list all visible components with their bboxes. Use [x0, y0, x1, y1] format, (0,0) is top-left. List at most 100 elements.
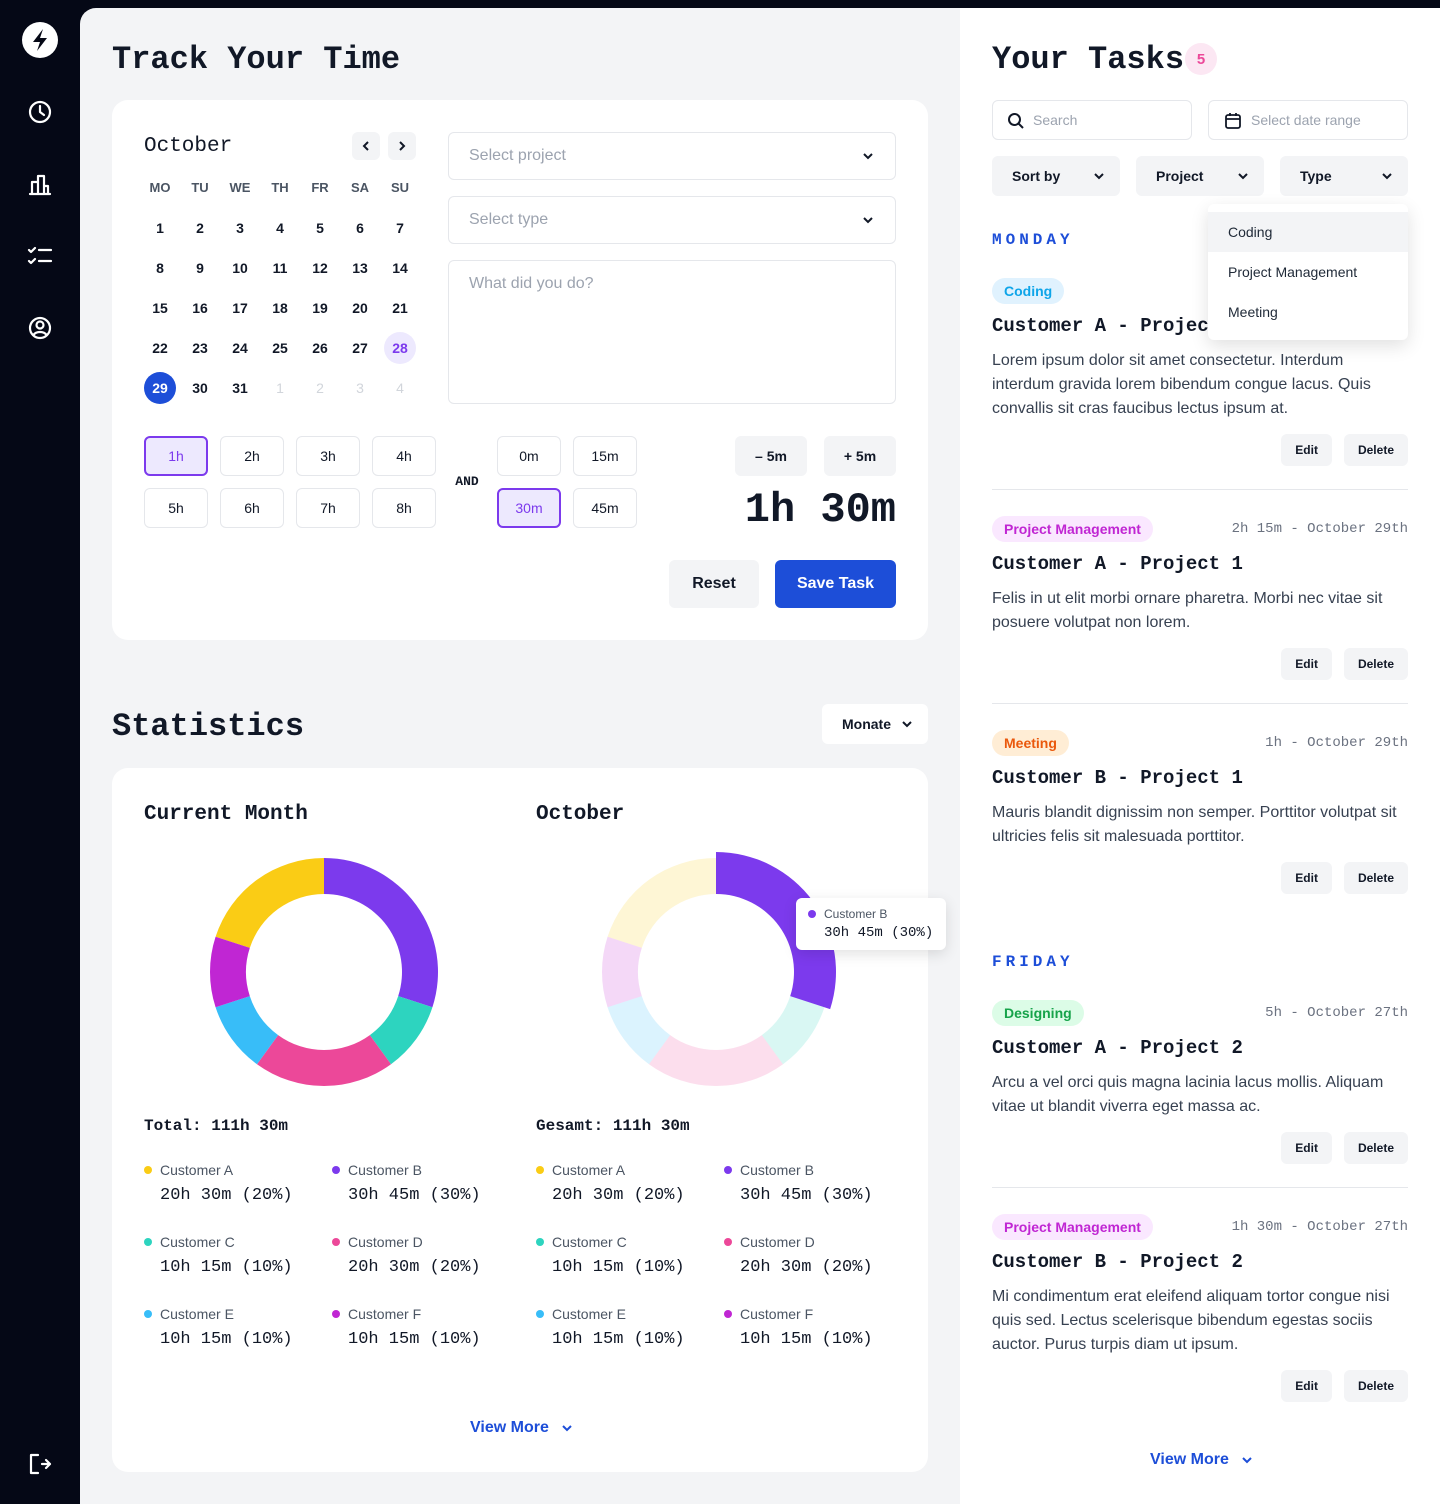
type-select[interactable]: Select type	[448, 196, 896, 244]
prev-month-button[interactable]	[352, 132, 380, 160]
task-items: Coding Customer A - Project Lorem ipsum do…	[992, 252, 1408, 894]
nav-stats[interactable]	[28, 174, 52, 196]
dropdown-option[interactable]: Coding	[1208, 212, 1408, 252]
calendar-day[interactable]: 5	[316, 220, 324, 236]
task-item: Meeting 1h - October 29th Customer B - Pro…	[992, 704, 1408, 894]
calendar-day[interactable]: 12	[312, 260, 328, 276]
calendar-day[interactable]: 11	[272, 260, 288, 276]
edit-button[interactable]: Edit	[1281, 1370, 1332, 1402]
delete-button[interactable]: Delete	[1343, 1370, 1408, 1402]
calendar-day[interactable]: 20	[352, 300, 368, 316]
nav-logout[interactable]	[29, 1453, 52, 1475]
donut-slice[interactable]	[761, 996, 825, 1065]
donut-slice[interactable]	[324, 858, 438, 1008]
calendar-day[interactable]: 17	[232, 300, 248, 316]
save-button[interactable]: Save Task	[775, 560, 896, 608]
calendar-day[interactable]: 7	[396, 220, 404, 236]
hour-option[interactable]: 6h	[220, 488, 284, 528]
calendar-day[interactable]: 26	[312, 340, 328, 356]
minute-option[interactable]: 45m	[573, 488, 637, 528]
weekday-label: TU	[191, 180, 209, 195]
calendar-day[interactable]: 29	[144, 372, 176, 404]
nav-time[interactable]	[28, 100, 52, 124]
delete-button[interactable]: Delete	[1343, 862, 1408, 894]
legend-dot	[144, 1238, 152, 1246]
edit-button[interactable]: Edit	[1281, 862, 1332, 894]
donut-slice[interactable]	[607, 858, 716, 948]
hour-option[interactable]: 2h	[220, 436, 284, 476]
calendar-day[interactable]: 31	[232, 380, 248, 396]
hour-option[interactable]: 5h	[144, 488, 208, 528]
minute-option[interactable]: 15m	[573, 436, 637, 476]
next-month-button[interactable]	[388, 132, 416, 160]
legend-name: Customer C	[552, 1234, 627, 1250]
calendar-day[interactable]: 16	[192, 300, 208, 316]
hour-option[interactable]: 3h	[296, 436, 360, 476]
calendar-day[interactable]: 27	[352, 340, 368, 356]
donut-slice[interactable]	[648, 1035, 784, 1086]
description-input[interactable]: What did you do?	[448, 260, 896, 404]
stats-view-more[interactable]: View More	[440, 1416, 600, 1440]
nav-profile[interactable]	[28, 316, 52, 340]
logo[interactable]	[22, 22, 58, 58]
hour-option[interactable]: 8h	[372, 488, 436, 528]
legend-dot	[724, 1238, 732, 1246]
tooltip-dot	[808, 910, 816, 918]
calendar-day[interactable]: 14	[392, 260, 408, 276]
hour-option[interactable]: 4h	[372, 436, 436, 476]
filter-select[interactable]: Project	[1136, 156, 1264, 196]
filter-select[interactable]: Type	[1280, 156, 1408, 196]
calendar-day[interactable]: 3	[236, 220, 244, 236]
donut-slice[interactable]	[210, 936, 250, 1008]
calendar-day[interactable]: 13	[352, 260, 368, 276]
nav-tasks[interactable]	[27, 246, 53, 265]
calendar-day[interactable]: 24	[232, 340, 248, 356]
donut-slice[interactable]	[215, 858, 324, 948]
minute-option[interactable]: 30m	[497, 488, 561, 528]
calendar-day[interactable]: 10	[232, 260, 248, 276]
edit-button[interactable]: Edit	[1281, 434, 1332, 466]
dropdown-option[interactable]: Project Management	[1228, 264, 1358, 280]
period-select[interactable]: Monate	[822, 704, 928, 744]
calendar-day[interactable]: 2	[196, 220, 204, 236]
delete-button[interactable]: Delete	[1343, 648, 1408, 680]
calendar-day[interactable]: 1	[156, 220, 164, 236]
edit-button[interactable]: Edit	[1281, 1132, 1332, 1164]
donut-slice[interactable]	[716, 852, 836, 1010]
donut-slice[interactable]	[215, 996, 279, 1065]
donut-slice[interactable]	[256, 1035, 392, 1086]
minute-option[interactable]: 0m	[497, 436, 561, 476]
calendar-day[interactable]: 8	[156, 260, 164, 276]
date-range-input[interactable]: Select date range	[1208, 100, 1408, 140]
legend-name: Customer D	[348, 1234, 423, 1250]
increment-button[interactable]: + 5m	[824, 436, 896, 476]
calendar-day[interactable]: 15	[152, 300, 168, 316]
edit-button[interactable]: Edit	[1281, 648, 1332, 680]
calendar-day[interactable]: 4	[276, 220, 284, 236]
tasks-view-more[interactable]: View More	[1120, 1448, 1280, 1472]
donut-slice[interactable]	[602, 936, 642, 1008]
calendar-day[interactable]: 23	[192, 340, 208, 356]
hour-option[interactable]: 1h	[144, 436, 208, 476]
calendar-day[interactable]: 25	[272, 340, 288, 356]
calendar-day[interactable]: 21	[392, 300, 408, 316]
dropdown-option[interactable]: Meeting	[1228, 304, 1278, 320]
donut-slice[interactable]	[369, 996, 433, 1065]
filter-select[interactable]: Sort by	[992, 156, 1120, 196]
calendar-day[interactable]: 9	[196, 260, 204, 276]
filter-label: Type	[1300, 168, 1332, 184]
delete-button[interactable]: Delete	[1343, 1132, 1408, 1164]
calendar-day[interactable]: 28	[384, 332, 416, 364]
project-select[interactable]: Select project	[448, 132, 896, 180]
search-input[interactable]: Search	[992, 100, 1192, 140]
calendar-day[interactable]: 18	[272, 300, 288, 316]
calendar-day[interactable]: 30	[192, 380, 208, 396]
reset-button[interactable]: Reset	[669, 560, 759, 608]
calendar-day[interactable]: 6	[356, 220, 364, 236]
calendar-day[interactable]: 19	[312, 300, 328, 316]
hour-option[interactable]: 7h	[296, 488, 360, 528]
decrement-button[interactable]: – 5m	[735, 436, 807, 476]
calendar-day[interactable]: 22	[152, 340, 168, 356]
donut-slice[interactable]	[607, 996, 671, 1065]
delete-button[interactable]: Delete	[1343, 434, 1408, 466]
